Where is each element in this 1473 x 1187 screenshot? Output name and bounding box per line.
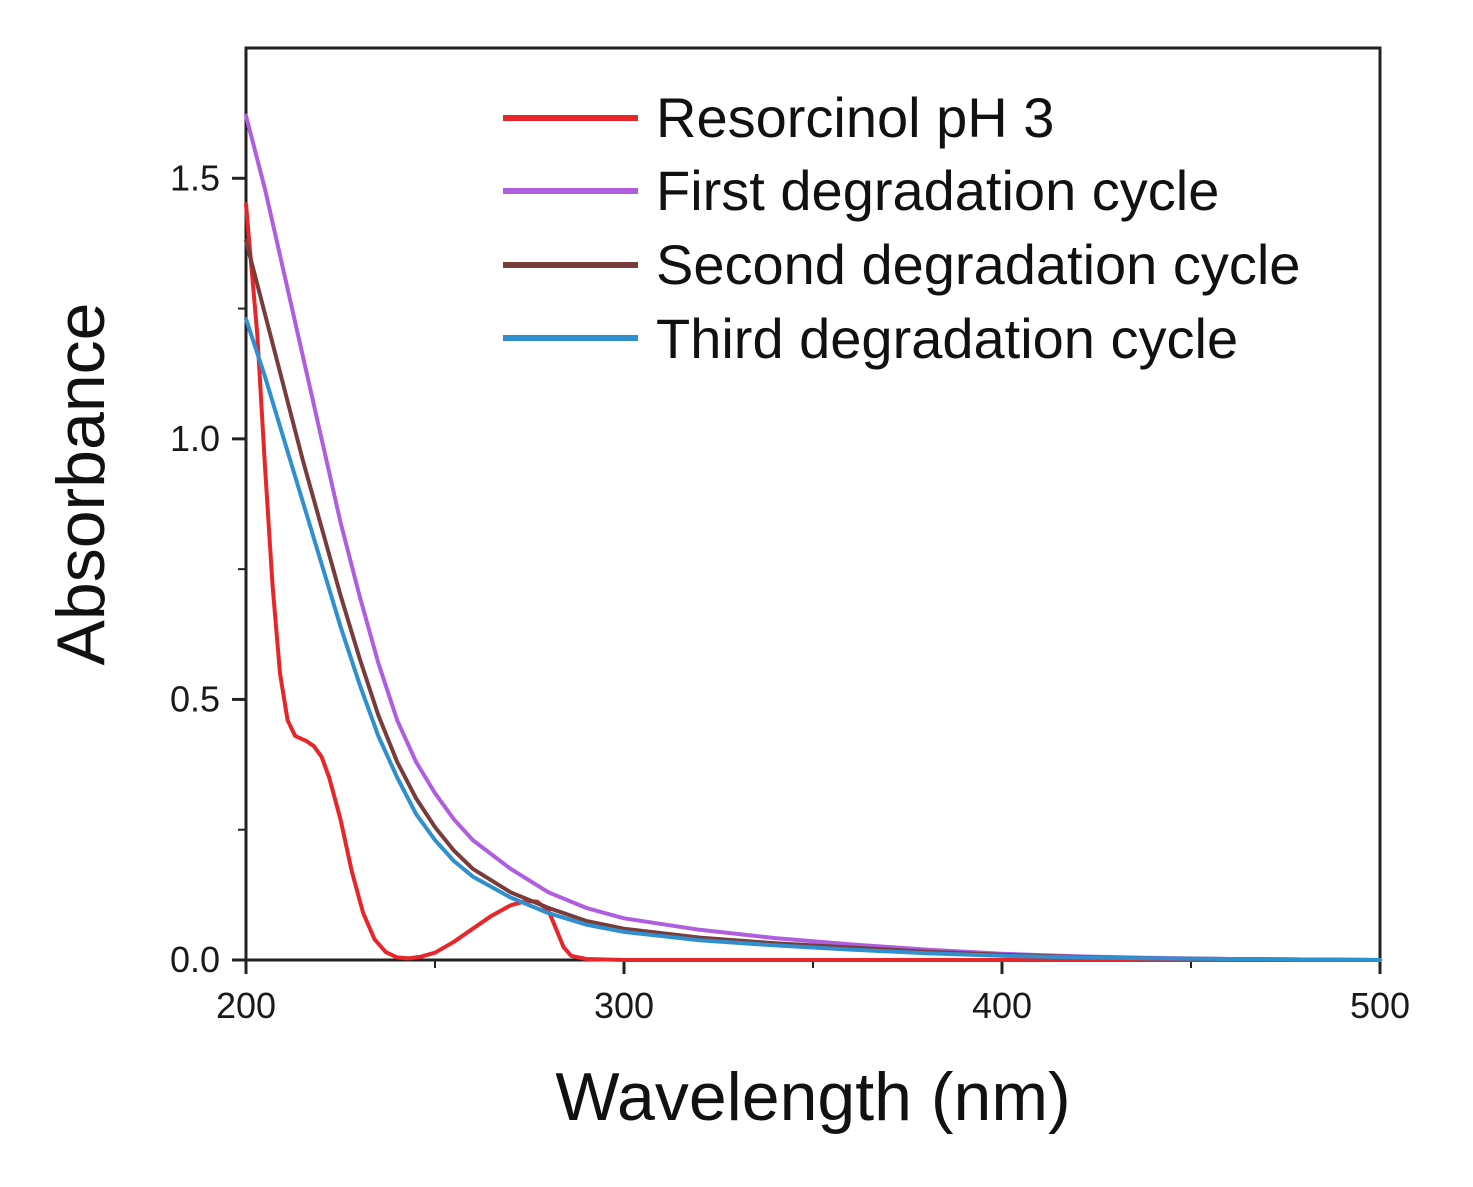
legend: Resorcinol pH 3 First degradation cycle … <box>503 86 1300 370</box>
legend-label-first-cycle: First degradation cycle <box>656 159 1219 222</box>
legend-label-resorcinol: Resorcinol pH 3 <box>656 86 1054 149</box>
y-tick-label-1: 1.0 <box>170 418 220 459</box>
legend-label-third-cycle: Third degradation cycle <box>656 307 1238 370</box>
series-line-resorcinol <box>244 202 1382 962</box>
x-tick-label-200: 200 <box>216 985 276 1026</box>
series-layer <box>244 113 1382 962</box>
x-tick-label-500: 500 <box>1350 985 1410 1026</box>
y-tick-label-0.5: 0.5 <box>170 678 220 719</box>
x-tick-label-400: 400 <box>972 985 1032 1026</box>
legend-label-second-cycle: Second degradation cycle <box>656 233 1300 296</box>
x-tick-label-300: 300 <box>594 985 654 1026</box>
x-axis-title: Wavelength (nm) <box>555 1059 1070 1135</box>
y-tick-label-0: 0.0 <box>170 939 220 980</box>
y-axis-title: Absorbance <box>43 303 119 666</box>
y-axis-ticks: 0.0 0.5 1.0 1.5 <box>170 157 246 980</box>
y-tick-label-1.5: 1.5 <box>170 157 220 198</box>
series-line-third-cycle <box>244 317 1382 962</box>
x-axis-ticks: 200 300 400 500 <box>216 960 1410 1026</box>
